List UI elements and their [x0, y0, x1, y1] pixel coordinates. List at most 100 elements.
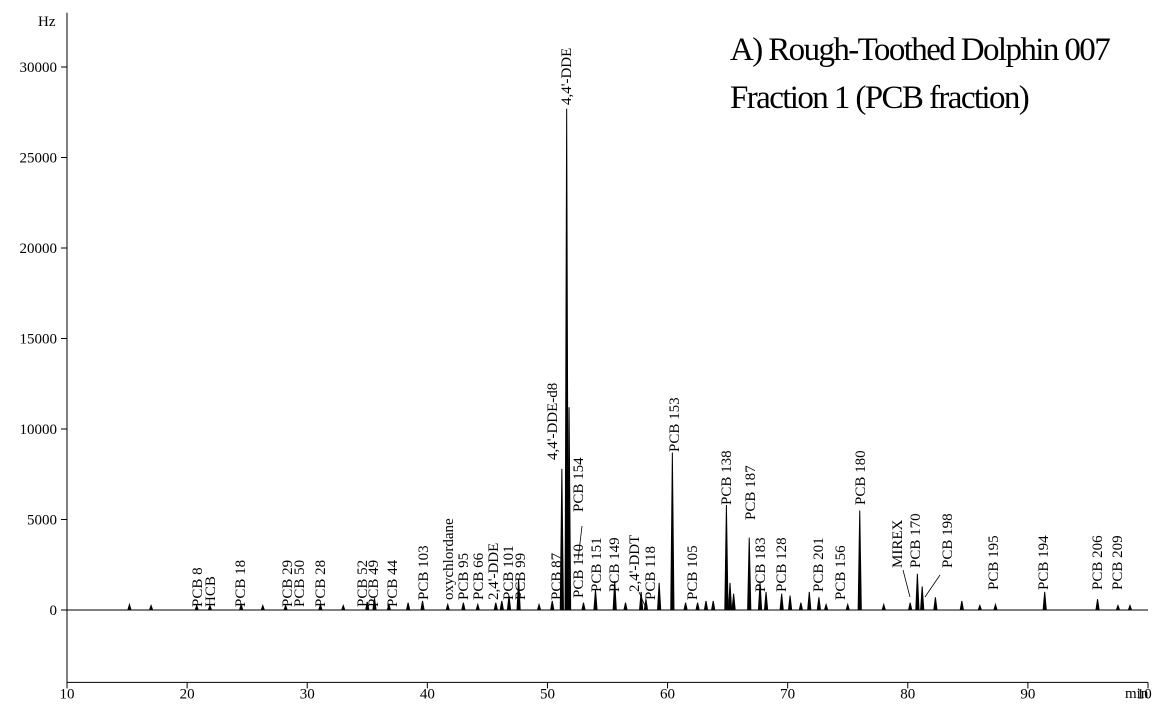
peak — [731, 593, 736, 611]
y-tick-label: 0 — [50, 603, 58, 619]
peak — [757, 582, 763, 611]
peak-label: PCB 8 — [190, 567, 206, 607]
x-tick-label: 80 — [900, 686, 915, 702]
y-tick-label: 15000 — [20, 332, 58, 348]
peak — [194, 603, 199, 611]
peak — [365, 601, 370, 611]
peak — [612, 581, 617, 611]
peak-label: 2,4'-DDE — [486, 543, 502, 600]
peak-label: PCB 44 — [385, 559, 401, 607]
peak-label: 4,4'-DDE-d8 — [545, 383, 561, 460]
peak — [260, 603, 265, 611]
y-tick-label: 10000 — [20, 422, 58, 438]
peak — [420, 600, 425, 611]
peak-label: PCB 29 — [280, 560, 296, 607]
peak-label: 2,4'-DDT — [627, 535, 643, 592]
peak-label: PCB 18 — [233, 560, 249, 607]
x-tick-label: 60 — [660, 686, 675, 702]
peak — [550, 600, 555, 611]
peak — [536, 602, 542, 611]
peak-label: PCB 87 — [549, 552, 565, 600]
x-tick-label: 20 — [180, 686, 195, 702]
peak-label: PCB 103 — [416, 545, 432, 600]
x-tick-label: 90 — [1020, 686, 1035, 702]
peak — [564, 108, 569, 611]
peak — [386, 602, 391, 611]
peak — [993, 602, 998, 611]
peak — [283, 603, 288, 611]
peak — [798, 602, 803, 611]
peak-label: PCB 101 — [501, 545, 517, 600]
peak — [493, 602, 498, 611]
peak-label: PCB 187 — [743, 465, 759, 520]
x-tick-label: 70 — [780, 686, 795, 702]
y-tick-label: 5000 — [27, 513, 57, 529]
peak — [207, 603, 213, 611]
peak — [341, 603, 346, 611]
peak-label: PCB 170 — [908, 513, 924, 568]
peak — [747, 537, 752, 611]
chart-subtitle: Fraction 1 (PCB fraction) — [730, 80, 1029, 116]
peak — [959, 600, 964, 611]
peak — [239, 602, 244, 611]
peak — [1095, 599, 1100, 611]
peak-label: PCB 28 — [313, 560, 329, 607]
chart-title: A) Rough-Toothed Dolphin 007 — [730, 32, 1110, 68]
peak — [683, 602, 688, 611]
x-tick-label: 40 — [420, 686, 435, 702]
peak-label: PCB 156 — [833, 545, 849, 600]
peak-label: PCB 52 — [355, 560, 371, 607]
leader-line — [924, 574, 941, 598]
peak — [566, 407, 572, 611]
y-tick-label: 20000 — [20, 241, 58, 257]
peak — [824, 602, 829, 611]
peak — [977, 603, 982, 611]
peak-label: PCB 50 — [292, 560, 308, 607]
peak — [516, 579, 521, 611]
peak — [763, 591, 769, 611]
peak — [807, 591, 812, 611]
peak — [908, 602, 913, 611]
peak-label: PCB 138 — [719, 450, 735, 505]
x-tick-label: 10 — [60, 686, 75, 702]
peak — [559, 468, 564, 611]
peak-label: PCB 153 — [667, 397, 683, 452]
x-tick-label: 100 — [1137, 686, 1152, 702]
peak — [506, 595, 512, 611]
peak — [920, 586, 925, 611]
peak — [657, 582, 662, 611]
y-tick-label: 30000 — [20, 60, 58, 76]
peak — [499, 600, 504, 611]
peak-label: PCB 99 — [513, 553, 529, 600]
peak — [933, 597, 938, 611]
peak-label: MIREX — [890, 520, 906, 569]
leader-line — [902, 569, 911, 598]
peak-label: 4,4'-DDE — [559, 48, 575, 105]
peak-label: PCB 149 — [607, 537, 623, 592]
peak — [406, 602, 411, 611]
peak — [475, 602, 480, 611]
peak-label: HCB — [203, 576, 219, 607]
peak — [857, 510, 862, 611]
peak-label: PCB 194 — [1036, 535, 1052, 590]
peak — [1127, 603, 1133, 611]
peak-label: PCB 95 — [456, 553, 472, 600]
peak-label: PCB 183 — [753, 537, 769, 592]
peak — [318, 602, 323, 611]
peak — [724, 505, 729, 611]
peak-label: PCB 66 — [471, 552, 487, 600]
x-tick-label: 30 — [300, 686, 315, 702]
peak-label: PCB 195 — [986, 535, 1002, 590]
y-tick-label: 25000 — [20, 151, 58, 167]
leader-line — [577, 525, 583, 561]
peak-label: PCB 180 — [853, 450, 869, 505]
peak-label: PCB 105 — [685, 545, 701, 600]
peak — [816, 597, 821, 611]
peak — [703, 600, 709, 611]
peak-label: PCB 128 — [774, 537, 790, 592]
peak-label: PCB 198 — [940, 513, 956, 568]
y-axis-label: Hz — [38, 14, 56, 30]
peak — [915, 573, 920, 611]
peak-label: PCB 154 — [571, 457, 587, 512]
